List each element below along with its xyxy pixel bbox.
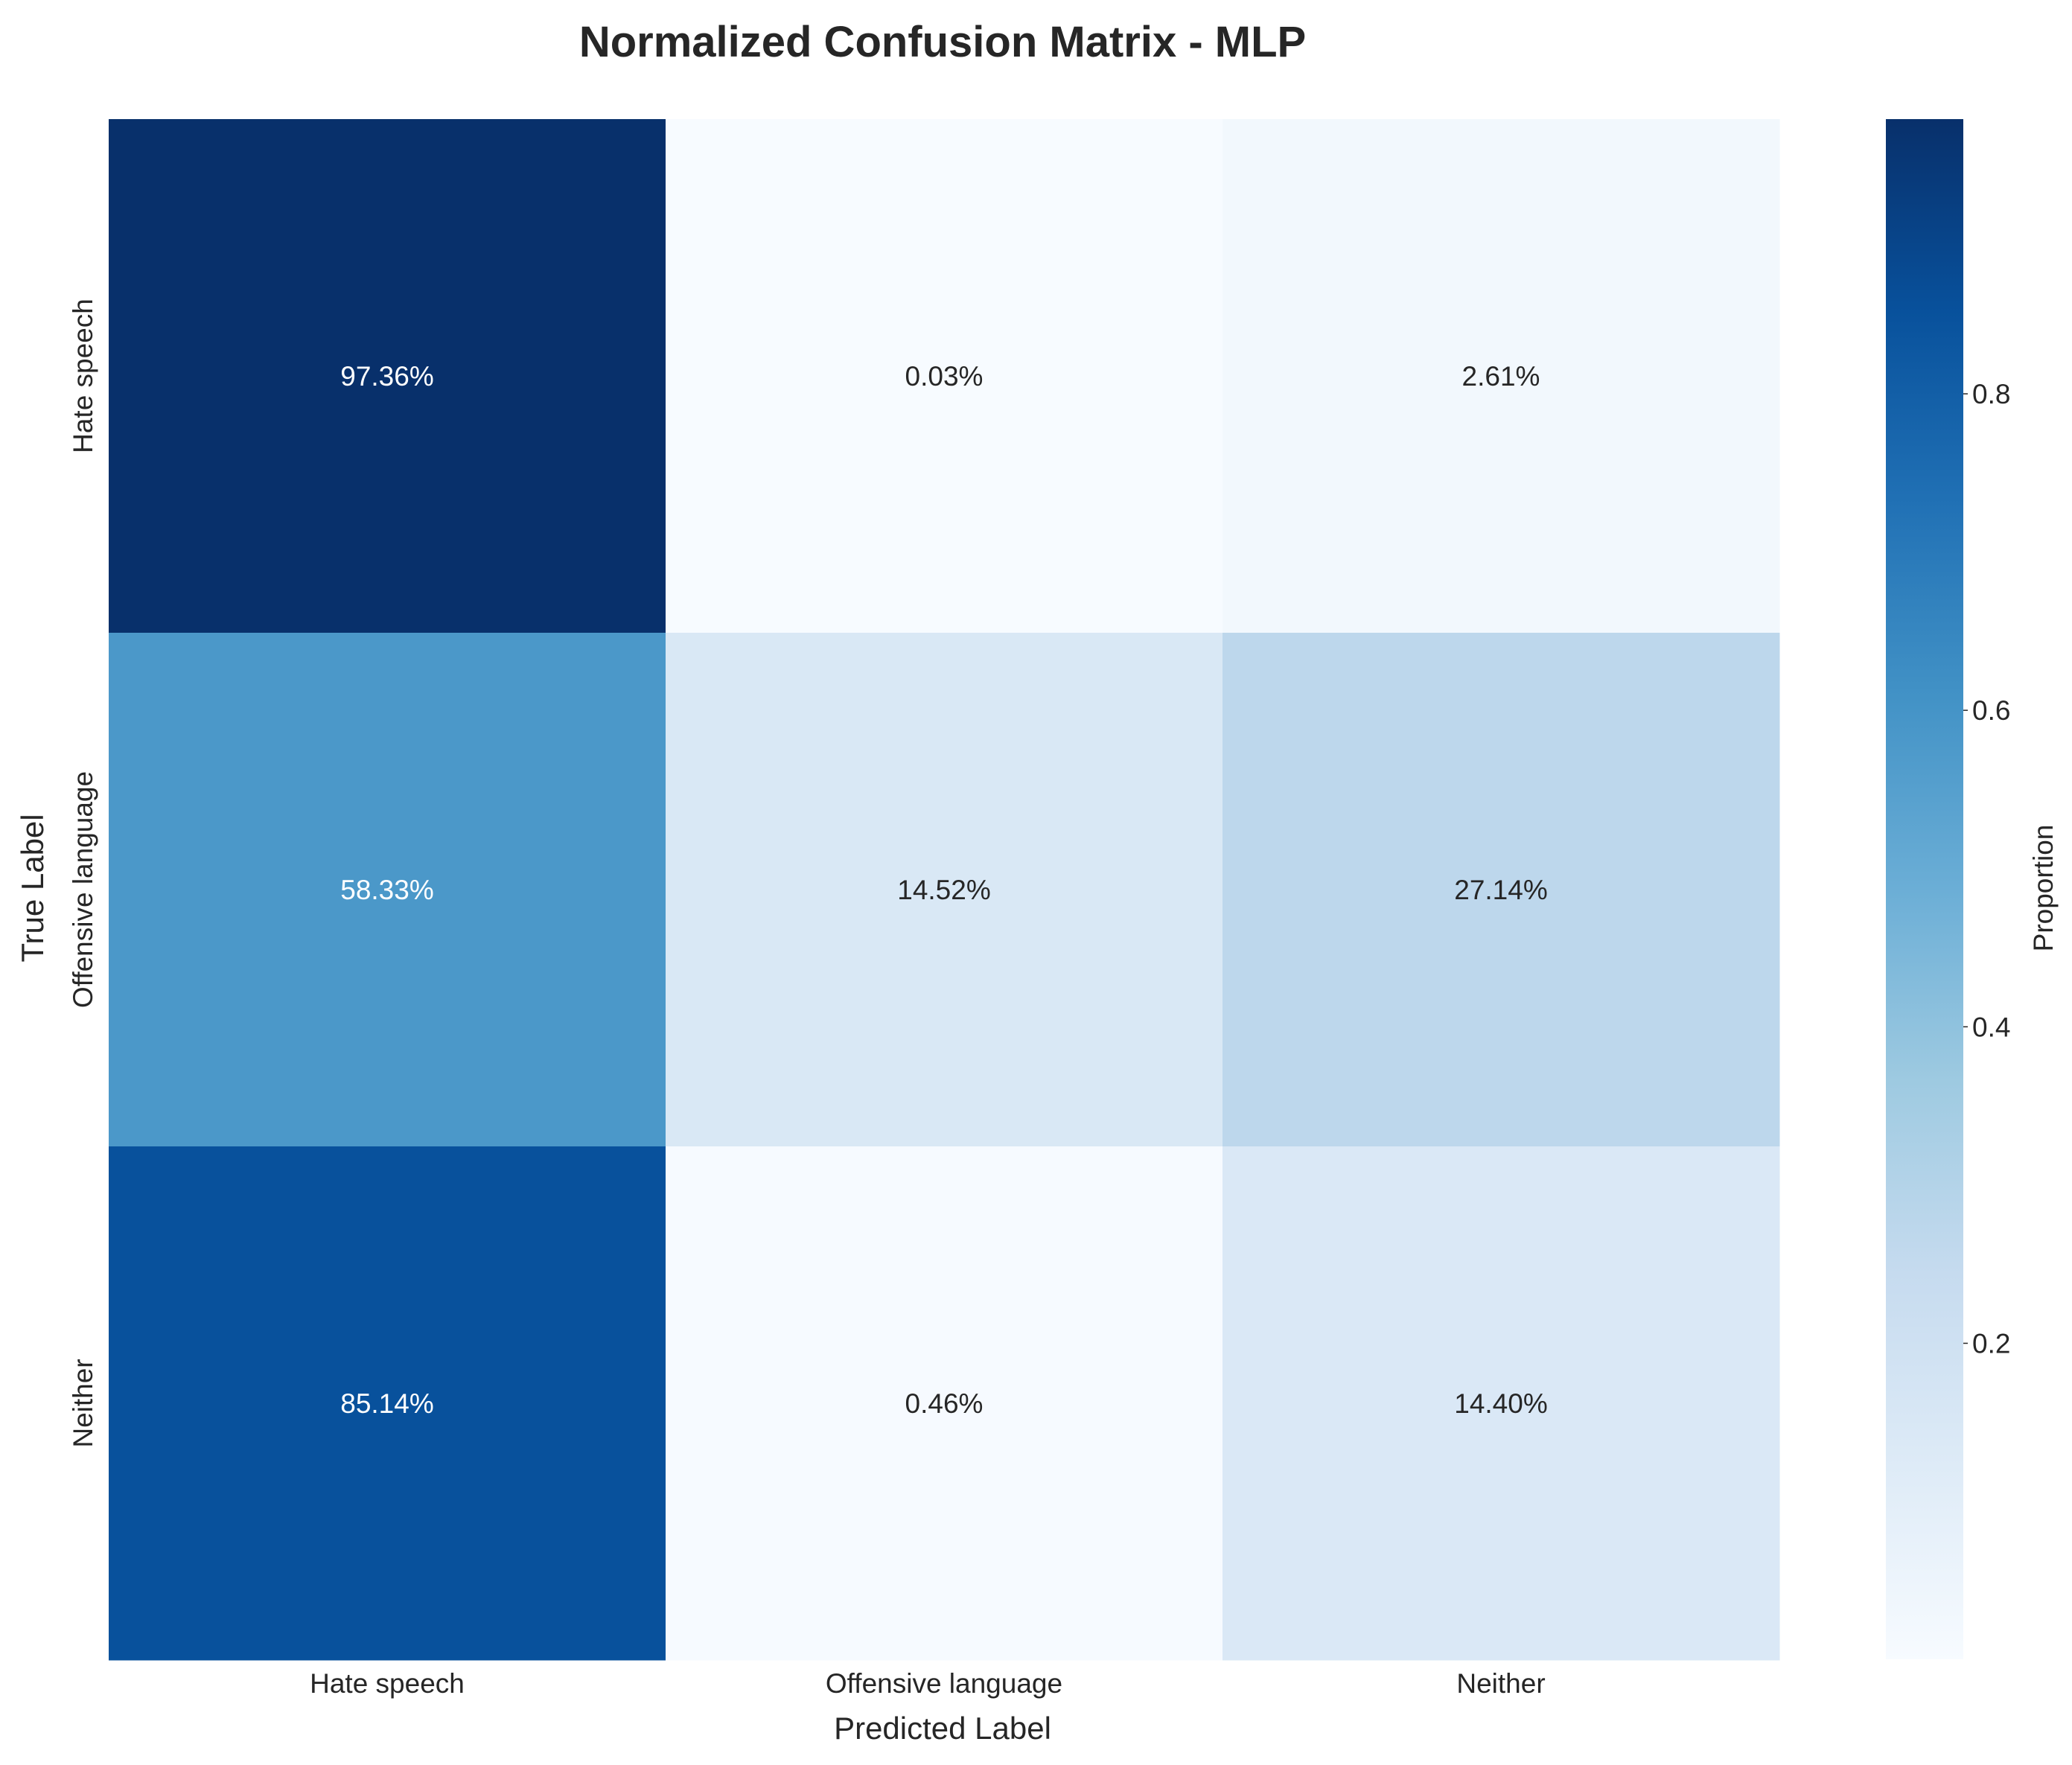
cell-value-label: 14.52% [897,875,991,905]
colorbar [1886,119,1963,1659]
heatmap-cell [109,1146,666,1661]
colorbar-tick-label: 0.8 [1972,379,2010,409]
cell-value-label: 2.61% [1462,361,1540,392]
colorbar-label: Proportion [2028,825,2059,952]
heatmap-cell-labels: 97.36% 0.03% 2.61% 58.33% 14.52% 27.14% 85.14%… [340,361,1548,1419]
heatmap-cell [666,119,1223,633]
colorbar-tick-labels: 0.2 0.4 0.6 0.8 [1963,379,2010,1359]
cell-value-label: 0.03% [905,361,984,392]
x-tick-label: Offensive language [826,1668,1062,1699]
cell-value-label: 58.33% [340,875,434,905]
heatmap-cell [109,633,666,1147]
heatmap-cell [1223,633,1780,1147]
colorbar-tick-label: 0.2 [1972,1328,2010,1359]
cell-value-label: 97.36% [340,361,434,392]
heatmap-cell [1223,1146,1780,1661]
heatmap-cell [666,633,1223,1147]
chart-title: Normalized Confusion Matrix - MLP [579,18,1306,66]
y-axis-tick-labels: Hate speech Offensive language Neither [68,299,98,1448]
y-axis-label: True Label [15,814,50,962]
x-axis-label: Predicted Label [834,1711,1051,1746]
x-tick-label: Hate speech [310,1668,465,1699]
cell-value-label: 0.46% [905,1388,984,1419]
cell-value-label: 85.14% [340,1388,434,1419]
colorbar-tick-label: 0.4 [1972,1012,2010,1042]
heatmap-cells [109,119,1780,1661]
x-axis-tick-labels: Hate speech Offensive language Neither [310,1668,1546,1699]
cell-value-label: 14.40% [1454,1388,1548,1419]
heatmap-cell [1223,119,1780,633]
x-tick-label: Neither [1456,1668,1545,1699]
heatmap-cell [666,1146,1223,1661]
y-tick-label: Neither [68,1359,98,1447]
y-tick-label: Hate speech [68,299,98,453]
cell-value-label: 27.14% [1454,875,1548,905]
y-tick-label: Offensive language [68,771,98,1008]
colorbar-tick-label: 0.6 [1972,695,2010,726]
heatmap-cell [109,119,666,633]
